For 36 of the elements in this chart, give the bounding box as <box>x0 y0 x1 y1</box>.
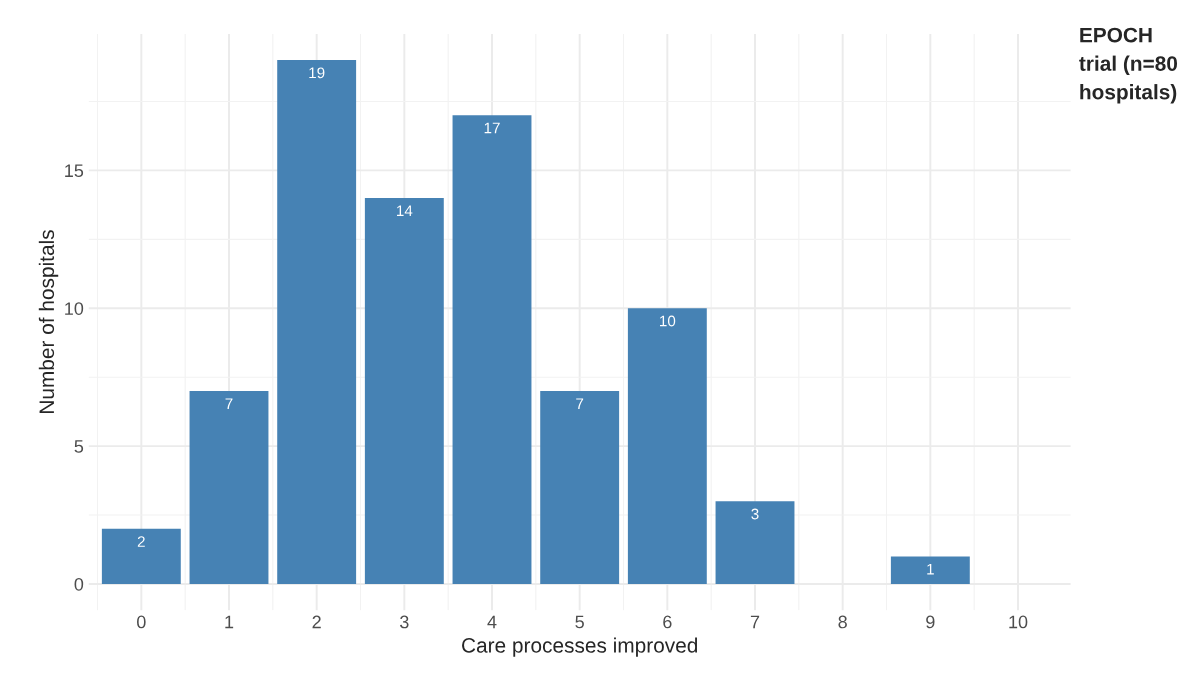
x-axis-title: Care processes improved <box>462 637 698 657</box>
x-tick-label: 10 <box>1009 615 1028 629</box>
bar <box>890 556 970 584</box>
bar <box>627 308 707 584</box>
data-label: 7 <box>576 398 584 409</box>
bar <box>364 197 444 584</box>
data-label: 17 <box>484 122 500 134</box>
data-label: 19 <box>309 67 325 79</box>
x-tick-label: 4 <box>487 615 497 629</box>
x-tick-label: 7 <box>750 615 760 629</box>
bar <box>189 390 269 584</box>
y-tick-label: 5 <box>74 440 84 453</box>
x-tick-label: 2 <box>312 615 321 629</box>
data-label: 2 <box>137 536 145 547</box>
data-label: 1 <box>927 563 934 575</box>
x-tick-label: 5 <box>575 615 584 629</box>
bar <box>101 528 181 584</box>
x-tick-label: 0 <box>137 615 146 629</box>
bar <box>277 60 357 584</box>
x-tick-label: 6 <box>663 615 672 629</box>
text: EPOCH trial (n=80 hospitals) <box>1079 27 1178 104</box>
data-label: 14 <box>397 205 413 216</box>
y-tick-label: 0 <box>74 577 84 591</box>
data-label: 10 <box>660 315 676 327</box>
bar <box>715 501 795 584</box>
x-tick-label: 1 <box>225 615 234 629</box>
data-label: 3 <box>751 508 759 520</box>
bar <box>540 390 620 584</box>
x-tick-label: 9 <box>926 615 935 629</box>
x-tick-label: 8 <box>838 615 847 629</box>
data-label: 7 <box>225 398 233 409</box>
x-tick-label: 3 <box>400 615 409 629</box>
y-tick-label: 10 <box>65 302 84 315</box>
bar <box>452 115 532 584</box>
y-axis-title: Number of hospitals <box>38 230 59 413</box>
y-tick-label: 15 <box>65 164 84 178</box>
